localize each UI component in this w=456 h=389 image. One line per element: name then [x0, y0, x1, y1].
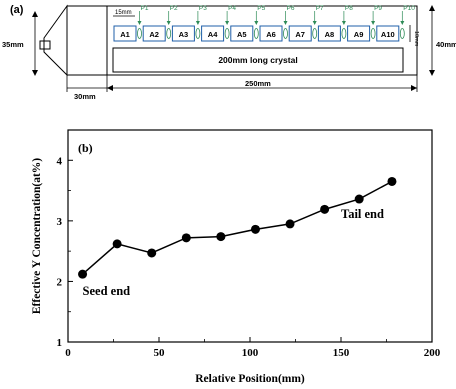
data-point [250, 224, 260, 234]
sample-label: A3 [179, 30, 189, 39]
sample-box [317, 25, 341, 42]
points-group: P1 P2 P3 P4 P5 P6 P7 P8 P9 P10 [137, 5, 415, 25]
cut-marker [224, 28, 230, 39]
cut-marker [370, 28, 376, 39]
sample-box [201, 25, 225, 42]
point-label: P9 [374, 5, 382, 12]
cut-marker [283, 28, 288, 39]
data-point [285, 219, 295, 229]
x-tick-label: 200 [424, 347, 441, 359]
x-tick-label: 50 [154, 347, 166, 359]
cut-marker [166, 28, 172, 39]
dim-250mm: 250mm [245, 79, 271, 88]
y-tick-label: 3 [57, 216, 63, 228]
dim-35mm: 35mm [2, 40, 24, 49]
annotation-text: Seed end [83, 284, 131, 298]
sample-label: A6 [266, 30, 276, 39]
y-axis-label: Effective Y Concentration(at%) [31, 158, 43, 314]
point-label: P8 [345, 5, 353, 12]
point-label: P2 [170, 5, 178, 12]
sample-label: A8 [325, 30, 335, 39]
sample-box [288, 25, 312, 42]
y-tick-label: 4 [57, 155, 63, 167]
sample-label: A7 [295, 30, 305, 39]
sample-box [259, 25, 283, 42]
cut-marker [195, 28, 201, 39]
x-axis-label: Relative Position(mm) [195, 373, 305, 385]
data-point [112, 239, 122, 249]
data-point [216, 232, 226, 242]
annotations: Seed end Tail end [83, 207, 384, 298]
crucible-diagram: (a) 200mm long crystal A1 A2 A3 A4 A5 A6 A7 A8 A… [2, 4, 456, 101]
sample-label: A4 [208, 30, 218, 39]
point-label: P6 [287, 5, 295, 12]
data-point [147, 248, 157, 258]
data-point [78, 269, 88, 279]
dim-15mm: 15mm [115, 10, 132, 16]
sample-box [142, 25, 166, 42]
crystal-bar [112, 47, 404, 73]
sample-label: A9 [354, 30, 364, 39]
cut-marker [137, 28, 142, 39]
sample-box [376, 25, 400, 42]
x-tick-label: 0 [65, 347, 71, 359]
annotation-text: Tail end [341, 207, 384, 221]
cut-marker [312, 28, 318, 39]
data-point [320, 204, 330, 214]
sample-label: A10 [381, 30, 395, 39]
cut-marker [253, 28, 259, 39]
point-label: P10 [403, 5, 415, 12]
data-point [354, 194, 364, 204]
x-axis-ticks: 0 50 100 150 200 [65, 337, 441, 359]
point-label: P4 [228, 5, 236, 12]
concentration-chart: 0 50 100 150 200 1 2 3 4 Seed end Tail end (b) R… [31, 129, 441, 385]
boat-outline [66, 5, 418, 76]
samples-group: A1 A2 A3 A4 A5 A6 A7 A8 A9 A10 [113, 25, 405, 42]
cut-marker [341, 28, 347, 39]
crystal-label: 200mm long crystal [218, 55, 297, 65]
seed-cone [39, 4, 68, 77]
dim-10mm: 10mm [413, 31, 419, 47]
data-point [181, 233, 191, 243]
sample-box [230, 25, 254, 42]
sample-box [347, 25, 371, 42]
y-tick-label: 2 [57, 276, 63, 288]
series-points [78, 176, 397, 279]
sample-label: A2 [149, 30, 159, 39]
plot-frame [67, 129, 433, 343]
panel-b-label: (b) [78, 141, 93, 155]
x-tick-label: 150 [333, 347, 350, 359]
cut-marker [399, 28, 405, 39]
sample-label: A1 [120, 30, 130, 39]
point-label: P1 [141, 5, 149, 12]
point-label: P7 [316, 5, 324, 12]
y-tick-label: 1 [57, 337, 63, 349]
series-line [82, 180, 393, 275]
dim-40mm: 40mm [436, 40, 456, 49]
panel-a-label: (a) [10, 4, 24, 16]
y-axis-ticks: 1 2 3 4 [57, 155, 73, 349]
data-point [387, 176, 397, 186]
sample-box [113, 25, 137, 42]
sample-box [171, 25, 195, 42]
dim-30mm: 30mm [74, 92, 96, 101]
sample-label: A5 [237, 30, 247, 39]
point-label: P5 [257, 5, 265, 12]
x-tick-label: 100 [242, 347, 259, 359]
point-label: P3 [199, 5, 207, 12]
